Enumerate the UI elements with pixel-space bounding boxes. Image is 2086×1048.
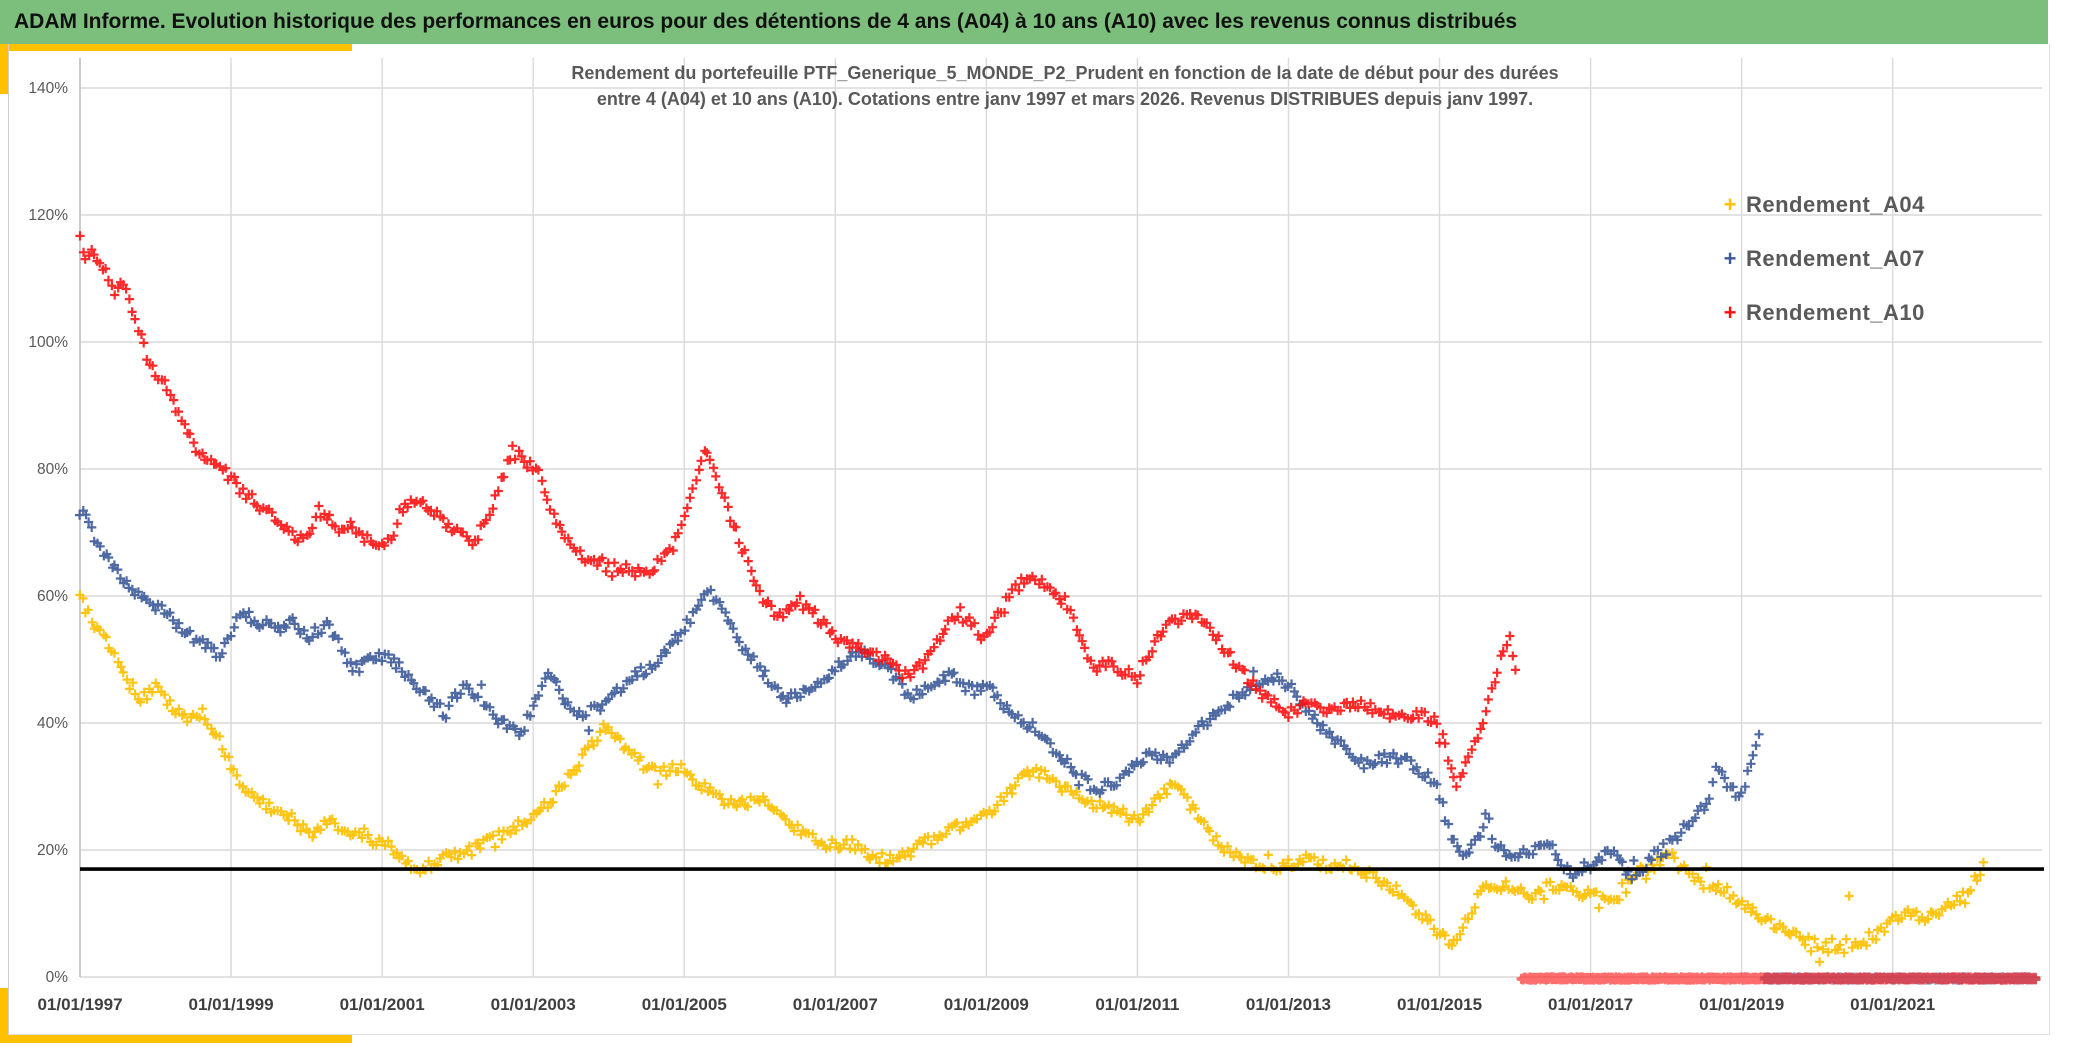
y-axis-tick-label: 20% bbox=[37, 842, 68, 859]
chart-title-line2: entre 4 (A04) et 10 ans (A10). Cotations… bbox=[596, 89, 1534, 109]
x-axis-tick-label: 01/01/2015 bbox=[1397, 995, 1482, 1014]
plus-marker-icon: + bbox=[1723, 246, 1737, 271]
x-axis-tick-label: 01/01/2007 bbox=[793, 995, 878, 1014]
y-axis-tick-labels: 0% 20% 40% 60% 80% 100% 120% 140% bbox=[28, 80, 68, 986]
series-a10-points bbox=[75, 231, 1520, 792]
x-axis-tick-label: 01/01/2001 bbox=[340, 995, 425, 1014]
gold-accent-top-strip bbox=[0, 44, 352, 51]
gridlines bbox=[79, 58, 2042, 978]
gold-accent-bottom-strip bbox=[0, 1035, 352, 1043]
legend-item-a07[interactable]: + Rendement_A07 bbox=[1714, 232, 1925, 286]
y-axis-tick-label: 140% bbox=[28, 80, 68, 97]
gold-accent-top-left-nub bbox=[0, 44, 9, 94]
x-axis-tick-label: 01/01/1997 bbox=[37, 995, 122, 1014]
plus-marker-icon: + bbox=[1723, 192, 1737, 217]
x-axis-tick-label: 01/01/2011 bbox=[1095, 995, 1179, 1014]
gold-accent-bottom-left-nub bbox=[0, 988, 9, 1043]
y-axis-tick-label: 40% bbox=[37, 715, 68, 732]
legend-item-a10[interactable]: + Rendement_A10 bbox=[1714, 286, 1925, 340]
x-axis-tick-labels: 01/01/1997 01/01/1999 01/01/2001 01/01/2003… bbox=[37, 995, 1935, 1014]
banner: ADAM Informe. Evolution historique des p… bbox=[0, 0, 2048, 44]
y-axis-tick-label: 80% bbox=[37, 461, 68, 478]
x-axis-tick-label: 01/01/1999 bbox=[189, 995, 274, 1014]
legend-item-a04[interactable]: + Rendement_A04 bbox=[1714, 178, 1925, 232]
x-axis-tick-label: 01/01/2021 bbox=[1850, 995, 1935, 1014]
plus-marker-icon: + bbox=[1723, 300, 1737, 325]
chart-title-line1: Rendement du portefeuille PTF_Generique_… bbox=[571, 63, 1559, 83]
y-axis-tick-label: 100% bbox=[28, 334, 68, 351]
legend-label: Rendement_A07 bbox=[1746, 246, 1925, 271]
chart-title: Rendement du portefeuille PTF_Generique_… bbox=[400, 60, 1730, 112]
y-axis-tick-label: 60% bbox=[37, 588, 68, 605]
x-axis-tick-label: 01/01/2003 bbox=[491, 995, 576, 1014]
scatter-plot: 0%20%40%60%80%100%120%140%01/01/1997 01/0… bbox=[28, 58, 2044, 1014]
y-axis-tick-label: 0% bbox=[46, 969, 69, 986]
chart-area[interactable]: 0% 20% 40% 60% 80% 100% 120% 140% 01/01/1997 01/0… bbox=[0, 44, 2086, 1043]
x-axis-tick-label: 01/01/2005 bbox=[642, 995, 727, 1014]
x-axis-tick-label: 01/01/2009 bbox=[944, 995, 1029, 1014]
legend-label: Rendement_A10 bbox=[1746, 300, 1925, 325]
series-a07-points bbox=[75, 506, 1764, 884]
legend-label: Rendement_A04 bbox=[1746, 192, 1925, 217]
legend: + Rendement_A04 + Rendement_A07 + Rendem… bbox=[1714, 178, 1925, 340]
banner-title: ADAM Informe. Evolution historique des p… bbox=[14, 10, 1518, 33]
x-axis-tick-label: 01/01/2013 bbox=[1246, 995, 1331, 1014]
y-axis-tick-label: 120% bbox=[28, 207, 68, 224]
series-a10-zero-band bbox=[1516, 972, 2041, 985]
sheet-frame bbox=[8, 44, 2050, 1035]
series-a04-points bbox=[75, 590, 1988, 967]
x-axis-tick-label: 01/01/2019 bbox=[1699, 995, 1784, 1014]
x-axis-tick-label: 01/01/2017 bbox=[1548, 995, 1633, 1014]
